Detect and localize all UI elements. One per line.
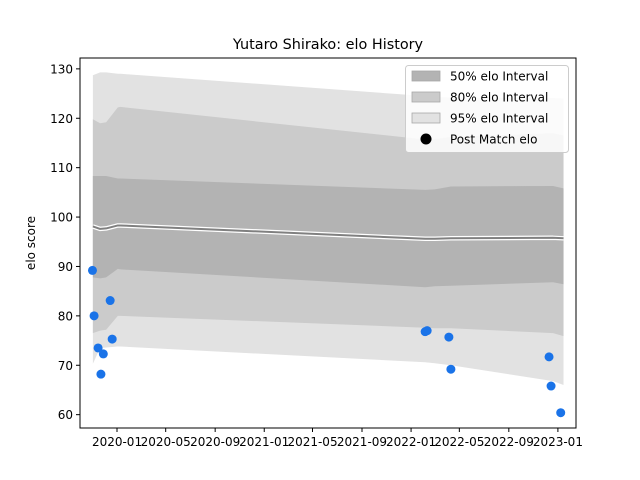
legend-swatch-post-match [420,133,432,145]
legend-label: 80% elo Interval [450,91,548,105]
i50-elo-interval-band [92,176,564,288]
y-tick-label: 100 [50,211,73,225]
x-tick-label: 2020-01 [92,435,142,449]
y-axis-label: elo score [24,216,38,270]
x-tick-label: 2023-01 [533,435,583,449]
x-tick-label: 2021-09 [337,435,387,449]
y-tick-label: 130 [50,62,73,76]
legend: 50% elo Interval 80% elo Interval 95% elo … [405,65,569,153]
x-tick-label: 2022-01 [386,435,436,449]
x-tick-label: 2020-05 [141,435,191,449]
x-tick-label: 2021-05 [287,435,337,449]
mean-elo-line [92,223,564,242]
x-tick-label: 2021-01 [239,435,289,449]
legend-label: Post Match elo [450,133,537,147]
post-match-elo-point [107,334,117,344]
post-match-elo-point [89,311,99,321]
mean-elo-line-stroke [92,224,564,240]
legend-swatch-i95 [411,112,441,124]
legend-swatch-i80 [411,91,441,103]
y-tick-label: 60 [58,408,73,422]
legend-frame [405,65,569,153]
post-match-elo-point [105,296,115,306]
chart-title: Yutaro Shirako: elo History [232,37,424,53]
y-tick-label: 70 [58,359,73,373]
y-tick-label: 110 [50,161,73,175]
y-tick-label: 120 [50,112,73,126]
y-axis: 60 70 80 90 100 110 120 130 [50,62,80,422]
post-match-points [87,265,566,418]
legend-label: 95% elo Interval [450,112,548,126]
x-tick-label: 2022-09 [484,435,534,449]
post-match-elo-point [544,352,554,362]
y-tick-label: 90 [58,260,73,274]
x-tick-label: 2022-05 [434,435,484,449]
post-match-elo-point [446,364,456,374]
post-match-elo-point [98,349,108,359]
post-match-elo-point [546,381,556,391]
plot-frame [79,57,577,429]
post-match-elo-point [444,332,454,342]
legend-swatch-i50 [411,70,441,82]
y-tick-label: 80 [58,309,73,323]
post-match-elo-point [87,265,97,275]
x-tick-label: 2020-09 [190,435,240,449]
post-match-elo-point [556,408,566,418]
post-match-elo-point [422,326,432,336]
post-match-elo-point [96,369,106,379]
legend-label: 50% elo Interval [450,70,548,84]
post-match-elo-point [93,343,103,353]
